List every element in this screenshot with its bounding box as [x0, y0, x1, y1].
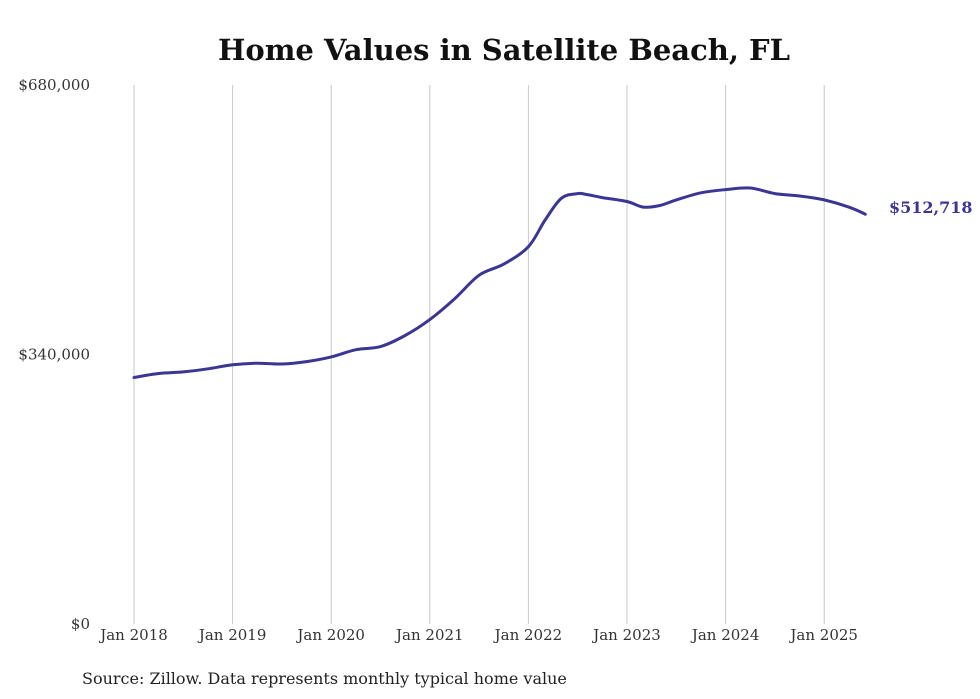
x-tick-label: Jan 2018	[98, 626, 168, 644]
x-tick-label: Jan 2021	[394, 626, 464, 644]
x-tick-label: Jan 2020	[295, 626, 365, 644]
chart-title: Home Values in Satellite Beach, FL	[218, 33, 790, 67]
end-value-label: $512,718	[889, 198, 973, 217]
x-tick-label: Jan 2024	[690, 626, 760, 644]
y-tick-label: $0	[71, 615, 90, 633]
source-note: Source: Zillow. Data represents monthly …	[82, 669, 567, 688]
y-axis-ticks: $0 $340,000 $680,000	[18, 76, 90, 633]
series-line	[132, 186, 867, 379]
x-tick-label: Jan 2019	[197, 626, 267, 644]
series-layer	[132, 186, 867, 379]
y-tick-label: $340,000	[18, 346, 90, 364]
x-axis-ticks: Jan 2018 Jan 2019 Jan 2020 Jan 2021 Jan 2022…	[98, 626, 858, 644]
gridlines	[133, 85, 825, 624]
y-tick-label: $680,000	[18, 76, 90, 94]
x-tick-label: Jan 2023	[591, 626, 661, 644]
x-tick-label: Jan 2022	[493, 626, 563, 644]
x-tick-label: Jan 2025	[788, 626, 858, 644]
